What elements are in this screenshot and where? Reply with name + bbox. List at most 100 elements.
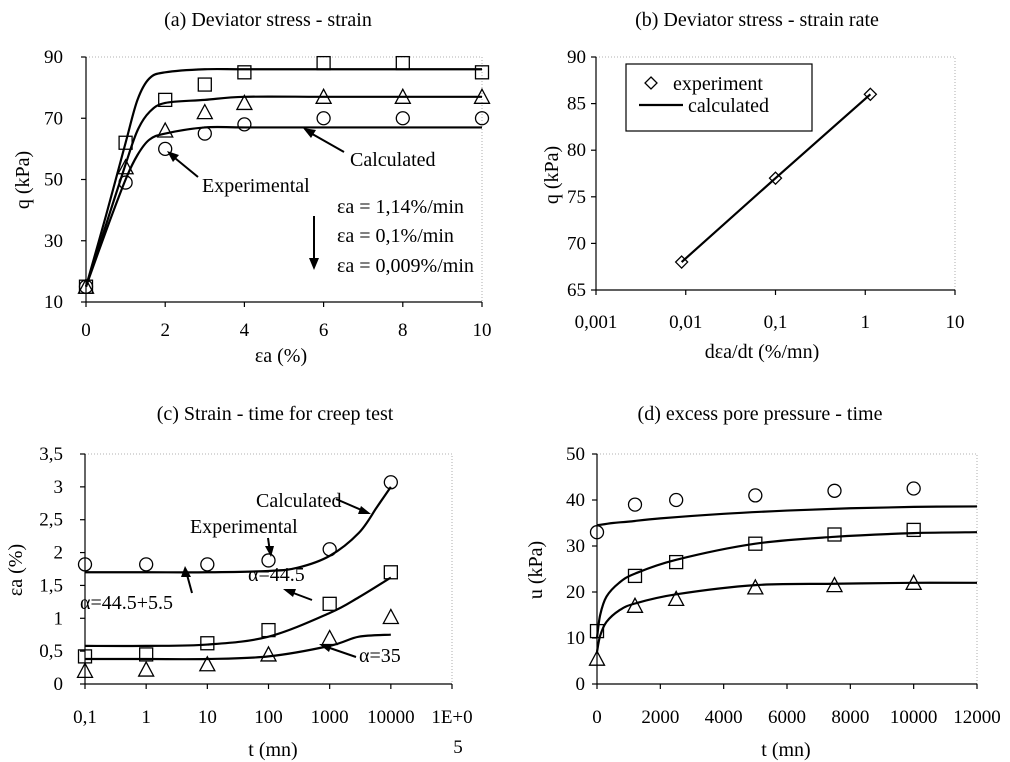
panel-c-x-tick-label: 1	[141, 707, 151, 728]
panel-b-y-tick-label: 70	[567, 233, 586, 254]
panel-c-y-tick-label: 2,5	[39, 510, 63, 531]
panel-c-y-tick-label: 1,5	[39, 575, 63, 596]
panel-a-square-point	[316, 55, 331, 71]
panel-c-arrowhead-alpha-2	[283, 589, 296, 597]
panel-c-calculated-curve	[84, 633, 391, 661]
panel-a-ann-calculated: Calculated	[350, 149, 436, 171]
panel-c-calculated-curve	[85, 486, 392, 574]
panel-a-circle-point	[395, 111, 410, 126]
panel-c-calculated-curve	[84, 576, 392, 648]
panel-c-y-tick-label: 1	[54, 608, 64, 629]
panel-c-triangle-point	[321, 629, 339, 646]
panel-a-arrowhead-calculated	[303, 128, 316, 138]
panel-c-title: (c) Strain - time for creep test	[157, 403, 394, 425]
panel-a-title: (a) Deviator stress - strain	[164, 9, 372, 31]
panel-a-calculated-curve	[84, 95, 482, 288]
panel-b-legend-diamond-icon	[644, 76, 658, 90]
panel-a-calculated-curve	[84, 125, 482, 288]
panel-d-y-tick-label: 40	[566, 490, 585, 511]
panel-c-y-tick-label: 2	[54, 543, 64, 564]
panel-d-y-tick-label: 0	[576, 674, 586, 695]
panel-a-square-point	[237, 65, 252, 80]
panel-d-calculated-curve	[596, 505, 978, 527]
panel-pore-pressure-time: (d) excess pore pressure - time u (kPa) …	[525, 403, 1001, 761]
panel-a-y-label: q (kPa)	[12, 151, 34, 209]
panel-c-y-tick-label: 0	[54, 674, 64, 695]
panel-b-y-tick-label: 80	[567, 140, 586, 161]
panel-b-x-tick-label: 1	[861, 312, 871, 333]
panel-deviator-stress-strain: (a) Deviator stress - strain q (kPa) εa …	[12, 9, 492, 367]
panel-a-circle-point	[474, 111, 490, 126]
panel-b-diamond-point	[863, 87, 878, 102]
panel-d-square-point	[906, 522, 921, 538]
panel-b-y-tick-label: 65	[567, 280, 586, 301]
panel-d-title: (d) excess pore pressure - time	[638, 403, 883, 425]
panel-d-triangle-point	[588, 649, 606, 666]
panel-c-circle-point	[200, 557, 215, 572]
panel-d-circle-point	[627, 497, 643, 512]
panel-strain-time-creep: (c) Strain - time for creep test εa (%) …	[5, 403, 473, 761]
panel-a-x-tick-label: 4	[240, 320, 250, 341]
panel-a-circle-point	[197, 126, 212, 141]
panel-a-triangle-point	[196, 103, 214, 120]
panel-c-ann-calculated: Calculated	[256, 490, 342, 512]
panel-d-y-tick-label: 50	[566, 444, 585, 465]
panel-b-legend	[625, 63, 813, 132]
panel-c-x-tick-label: 10	[198, 707, 217, 728]
panel-b-x-label: dεa/dt (%/mn)	[705, 341, 819, 363]
panel-a-square-point	[197, 77, 212, 92]
panel-d-calculated-curve	[595, 531, 978, 639]
panel-b-x-tick-label: 0,001	[575, 312, 618, 333]
panel-b-legend-calculated: calculated	[688, 95, 769, 117]
panel-b-diamond-point	[768, 171, 783, 186]
panel-d-triangle-point	[667, 590, 685, 607]
panel-c-arrowhead-calculated	[358, 506, 371, 514]
panel-d-y-tick-label: 30	[566, 536, 585, 557]
panel-c-triangle-point	[76, 661, 94, 679]
panel-c-x-tick-label: 1E+0	[431, 707, 472, 728]
panel-c-circle-point	[383, 475, 398, 490]
panel-c-y-label: εa (%)	[5, 544, 27, 596]
panel-c-triangle-point	[259, 645, 278, 662]
panel-c-ann-experimental: Experimental	[190, 516, 298, 538]
panel-a-square-point	[158, 92, 173, 108]
panel-c-arrowhead-alpha-3	[319, 644, 332, 652]
panel-c-circle-point	[77, 557, 93, 572]
panel-a-x-tick-label: 8	[398, 320, 408, 341]
panel-c-circle-point	[139, 557, 154, 572]
panel-d-square-point	[827, 527, 842, 542]
panel-c-arrowhead-experimental	[265, 546, 274, 557]
panel-c-x-tick-label: 100	[254, 707, 283, 728]
panel-d-x-tick-label: 8000	[831, 707, 869, 728]
panel-a-ann-rate-3: εa = 0,009%/min	[337, 255, 474, 277]
panel-a-triangle-point	[117, 158, 135, 175]
panel-a-ann-rate-2: εa = 0,1%/min	[337, 225, 454, 247]
panel-a-circle-point	[158, 141, 173, 157]
panel-d-triangle-point	[746, 578, 764, 595]
panel-a-arrowhead-experimental	[167, 151, 179, 162]
panel-a-x-tick-label: 10	[473, 320, 492, 341]
panel-c-y-tick-label: 3,5	[39, 444, 63, 465]
panel-a-y-tick-label: 90	[44, 47, 63, 68]
panel-d-x-tick-label: 2000	[641, 707, 679, 728]
panel-a-ann-experimental: Experimental	[202, 175, 310, 197]
panel-d-circle-point	[748, 488, 763, 503]
panel-b-legend-experiment: experiment	[673, 73, 763, 95]
panel-d-x-tick-label: 10000	[890, 707, 938, 728]
panel-c-triangle-point	[198, 655, 216, 672]
panel-a-circle-point	[78, 279, 94, 294]
panel-b-y-label: q (kPa)	[541, 146, 563, 204]
panel-a-square-point	[395, 55, 410, 71]
panel-a-triangle-point	[235, 94, 253, 111]
panel-a-circle-point	[316, 111, 331, 126]
panel-b-x-tick-label: 0,01	[669, 312, 702, 333]
panel-a-y-tick-label: 10	[44, 292, 63, 313]
panel-d-circle-point	[906, 481, 921, 496]
panel-d-circle-point	[669, 492, 684, 508]
panel-b-y-tick-label: 90	[567, 47, 586, 68]
panel-c-square-point	[322, 596, 337, 611]
panel-b-x-tick-label: 0,1	[764, 312, 788, 333]
panel-b-calculated-curve	[680, 93, 872, 263]
panel-c-x-tick-label: 1000	[311, 707, 349, 728]
